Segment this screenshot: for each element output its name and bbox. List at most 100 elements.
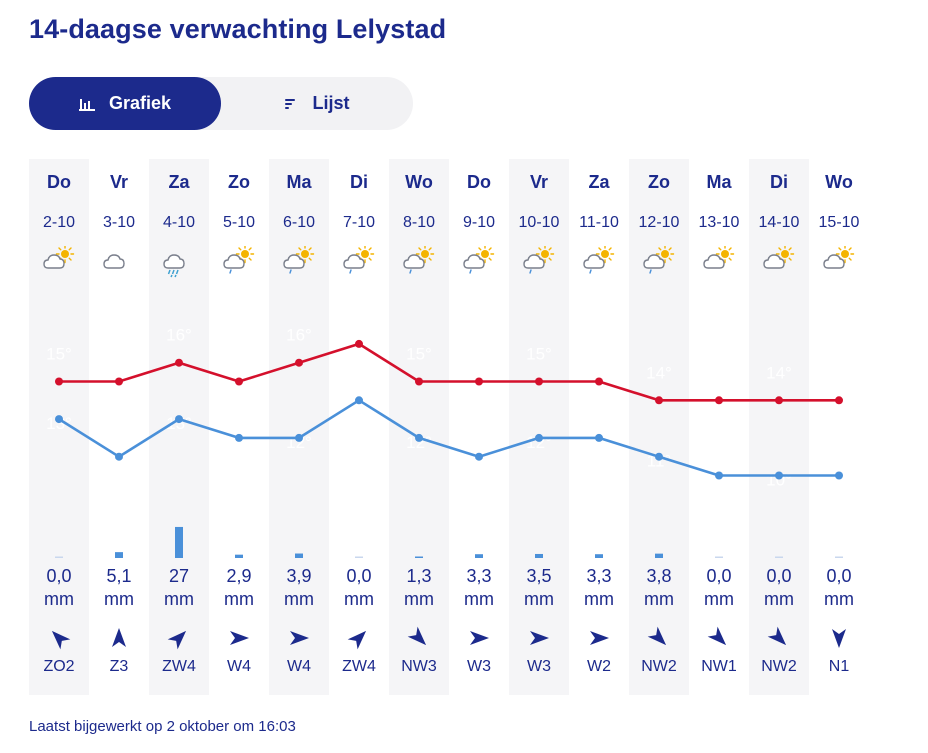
date-label: 11-10: [579, 214, 619, 231]
tab-grafiek[interactable]: Grafiek: [29, 77, 221, 130]
min-temp-point: [355, 396, 363, 405]
precipitation-amount: 0,0: [826, 566, 852, 586]
date-label: 5-10: [222, 214, 256, 231]
day-label: Ma: [706, 172, 732, 192]
temperature-label: 15°: [46, 345, 72, 364]
wind-label: NW1: [701, 658, 737, 675]
cloud-icon: [89, 246, 149, 276]
precipitation-bar: [55, 556, 63, 558]
wind-arrow-icon: [149, 625, 209, 659]
wind-label: ZW4: [162, 658, 196, 675]
sun-cloud-drizzle-icon: [509, 246, 569, 276]
date-label: 4-10: [162, 214, 196, 231]
precipitation-amount: 0,0: [766, 566, 792, 586]
wind-label: W4: [227, 658, 251, 675]
wind-label: W4: [287, 658, 311, 675]
rain-cloud-icon: [149, 246, 209, 278]
precipitation-value: 0,0 mm: [809, 565, 869, 611]
date-label: 10-10: [518, 214, 560, 231]
max-temp-point: [355, 339, 363, 348]
precipitation-amount: 0,0: [346, 566, 372, 586]
max-temp-point: [535, 377, 543, 386]
precipitation-value: 3,9 mm: [269, 565, 329, 611]
column-shade: [149, 159, 209, 695]
max-temp-point: [295, 358, 303, 367]
temperature-label: 14°: [646, 363, 672, 382]
date-label: 6-10: [282, 214, 316, 231]
precipitation-bar: [535, 553, 543, 558]
precipitation-value: 0,0 mm: [29, 565, 89, 611]
wind-arrow-icon: [209, 625, 269, 659]
max-temp-point: [235, 377, 243, 386]
max-temp-point: [475, 377, 483, 386]
sun-cloud-drizzle-icon: [389, 246, 449, 276]
page-title: 14-daagse verwachting Lelystad: [29, 14, 447, 44]
max-temp-line: [59, 342, 839, 402]
date-label: 13-10: [698, 214, 740, 231]
wind-arrow-icon: [329, 625, 389, 659]
precipitation-amount: 3,9: [286, 566, 312, 586]
sun-cloud-drizzle-icon: [569, 246, 629, 276]
min-temp-point: [175, 415, 183, 424]
wind-label: NW3: [401, 658, 437, 675]
temperature-label: 14°: [766, 363, 792, 382]
tab-lijst[interactable]: Lijst: [221, 77, 413, 130]
min-temp-point: [475, 452, 483, 461]
wind-label: W3: [467, 658, 491, 675]
precipitation-value: 0,0 mm: [749, 565, 809, 611]
precipitation-value: 3,3 mm: [449, 565, 509, 611]
day-label: Za: [588, 172, 610, 192]
precipitation-bar: [115, 552, 123, 558]
precipitation-value: 27 mm: [149, 565, 209, 611]
tab-grafiek-label: Grafiek: [108, 93, 172, 113]
max-temp-point: [115, 377, 123, 386]
precipitation-unit: mm: [224, 589, 254, 609]
max-temp-point: [175, 358, 183, 367]
min-temp-point: [535, 433, 543, 442]
precipitation-bar: [235, 554, 243, 558]
wind-arrow-icon: [449, 625, 509, 659]
date-label: 8-10: [402, 214, 436, 231]
min-temp-point: [595, 433, 603, 442]
temperature-label: 16°: [166, 326, 192, 345]
wind-label: W2: [587, 658, 611, 675]
min-temp-point: [55, 415, 63, 424]
day-label: Vr: [109, 172, 129, 192]
min-temp-line: [58, 398, 839, 477]
wind-arrow-icon: [569, 625, 629, 659]
wind-arrow-icon: [689, 625, 749, 659]
wind-arrow-icon: [749, 625, 809, 659]
date-label: 14-10: [758, 214, 800, 231]
precipitation-value: 3,8 mm: [629, 565, 689, 611]
precipitation-value: 0,0 mm: [689, 565, 749, 611]
precipitation-unit: mm: [404, 589, 434, 609]
day-label: Wo: [825, 172, 853, 192]
max-temp-point: [775, 396, 783, 405]
day-label: Wo: [405, 172, 433, 192]
precipitation-bar: [415, 556, 423, 558]
precipitation-bar: [295, 553, 303, 558]
min-temp-point: [235, 433, 243, 442]
precipitation-unit: mm: [164, 589, 194, 609]
precipitation-value: 2,9 mm: [209, 565, 269, 611]
min-temp-point: [715, 471, 723, 480]
min-temp-point: [415, 433, 423, 442]
wind-label: ZW4: [342, 658, 376, 675]
precipitation-amount: 27: [168, 566, 190, 586]
precipitation-bar: [835, 556, 843, 558]
date-label: 7-10: [342, 214, 376, 231]
wind-label: NW2: [761, 658, 797, 675]
precipitation-amount: 3,8: [646, 566, 672, 586]
min-temp-point: [295, 433, 303, 442]
precipitation-bar: [775, 556, 783, 558]
precipitation-amount: 0,0: [706, 566, 732, 586]
precipitation-unit: mm: [764, 589, 794, 609]
day-label: Vr: [529, 172, 549, 192]
wind-arrow-icon: [509, 625, 569, 659]
max-temp-point: [655, 396, 663, 405]
precipitation-unit: mm: [344, 589, 374, 609]
day-label: Di: [770, 172, 788, 192]
precipitation-bar: [655, 553, 663, 558]
date-label: 2-10: [42, 214, 76, 231]
precipitation-unit: mm: [524, 589, 554, 609]
